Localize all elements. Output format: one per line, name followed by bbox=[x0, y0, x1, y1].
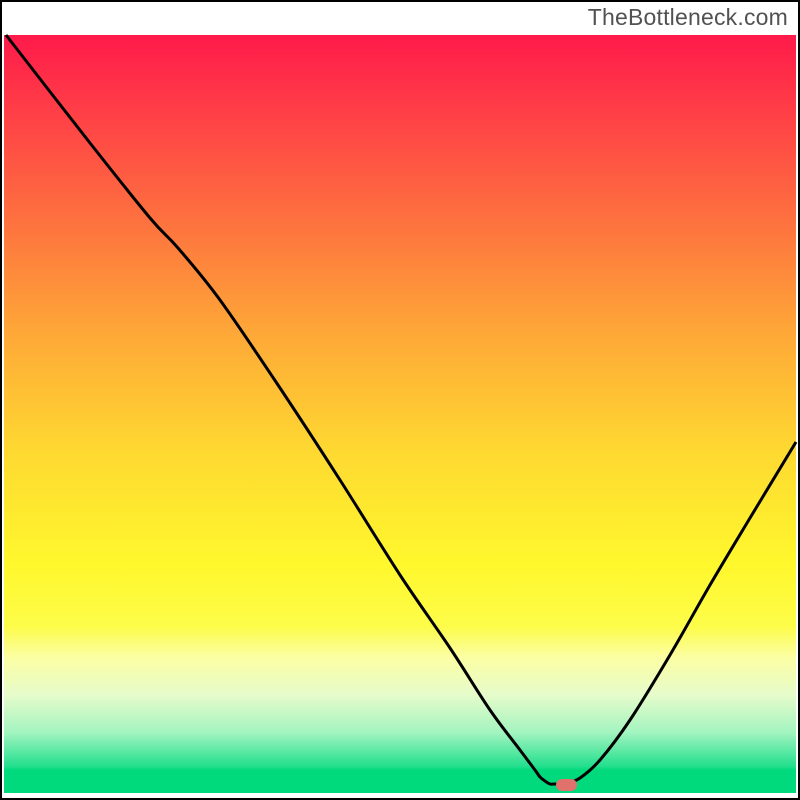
watermark-text: TheBottleneck.com bbox=[588, 4, 788, 31]
bottleneck-chart bbox=[0, 0, 800, 800]
low-point-marker bbox=[556, 779, 577, 791]
plot-background bbox=[4, 35, 796, 793]
